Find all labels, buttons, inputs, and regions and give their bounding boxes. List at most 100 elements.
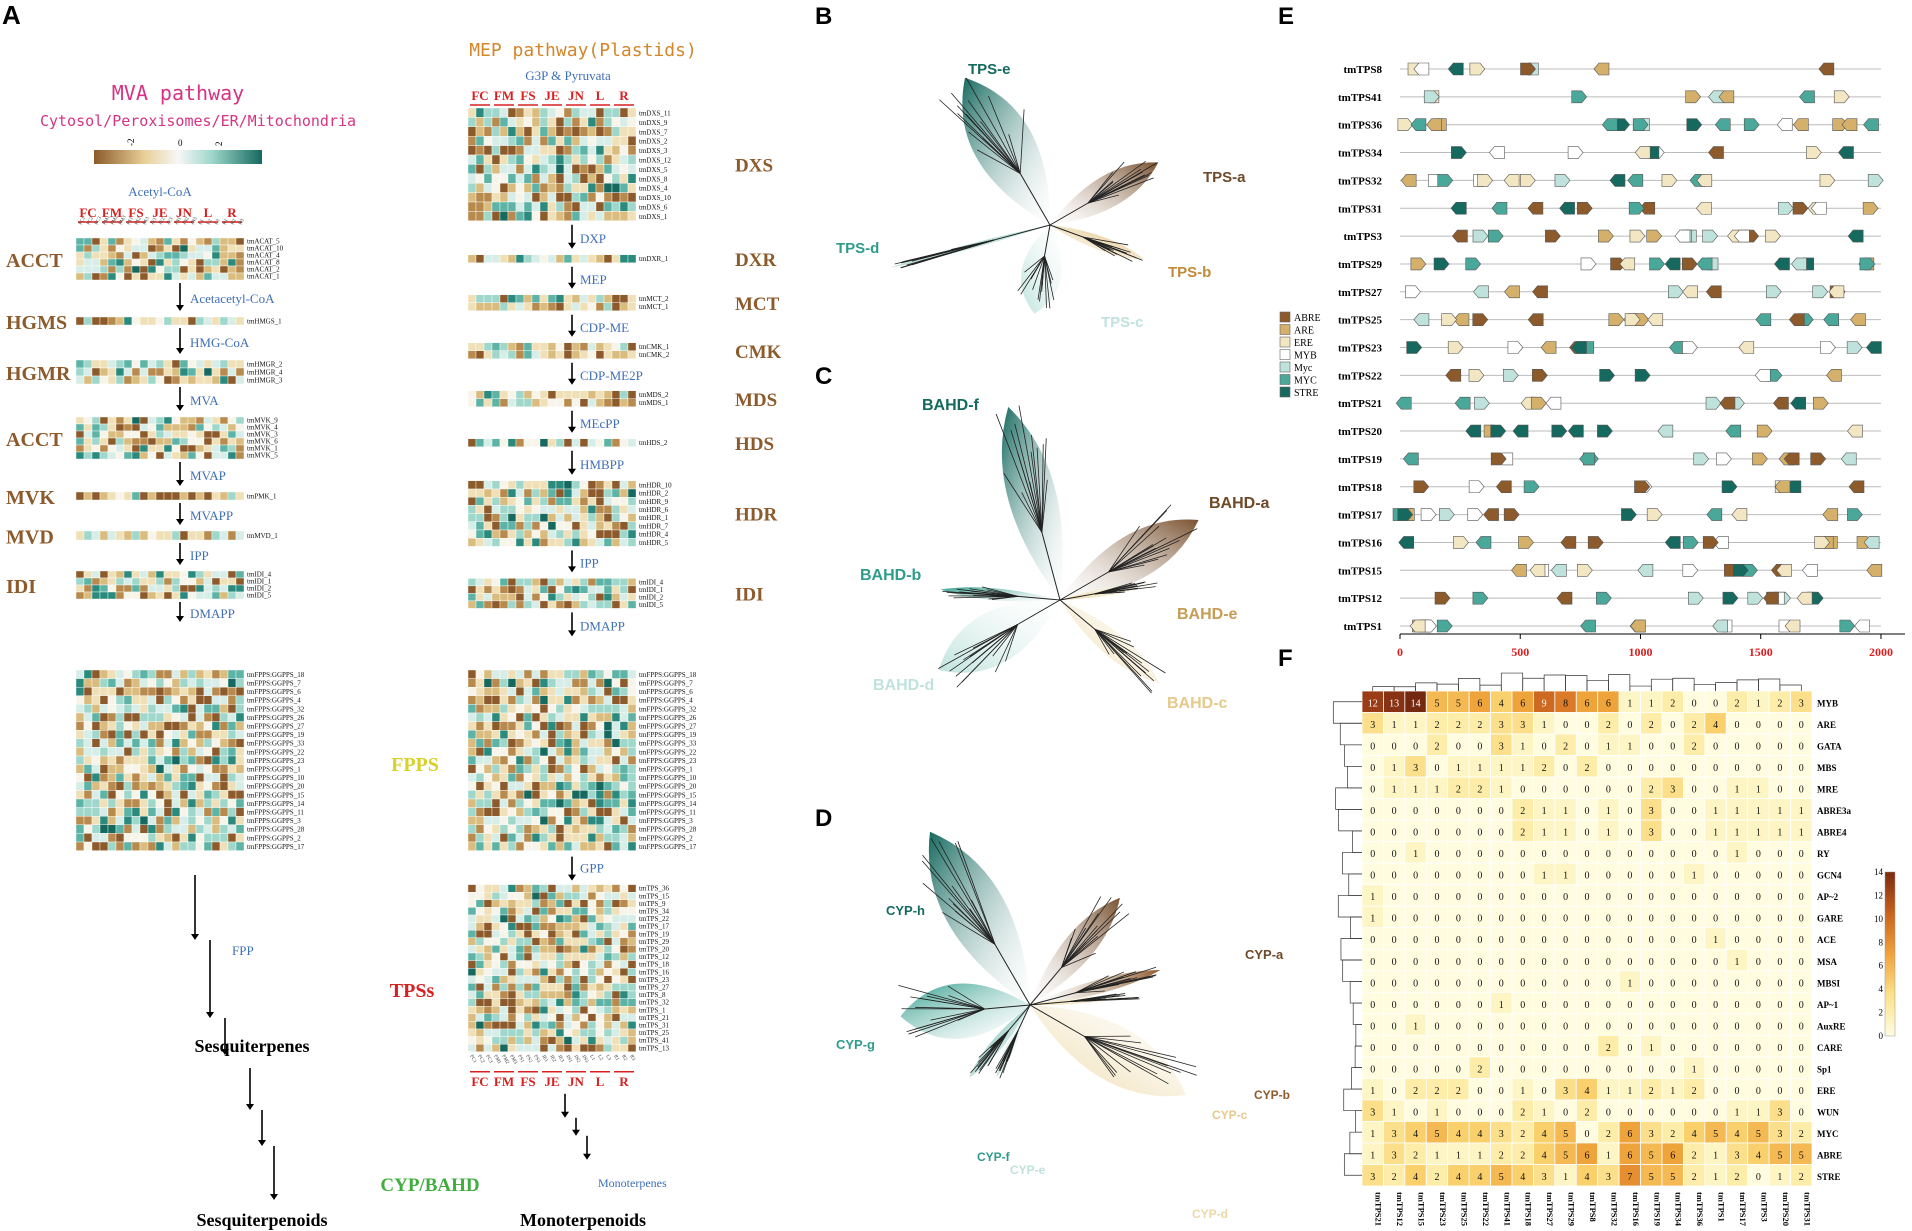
heatmap-cell	[627, 350, 637, 359]
heatmap-cell	[515, 154, 525, 165]
heatmap-cell	[115, 591, 125, 600]
heatmap-cell	[547, 833, 557, 843]
heatmap-cell	[155, 807, 165, 817]
heatmap-cell	[115, 790, 125, 800]
heatmap-cell	[91, 764, 101, 774]
gene-label: tmIDI_1	[247, 578, 272, 586]
heatmap-cell	[563, 1021, 573, 1030]
heatmap-cell	[547, 952, 557, 961]
heatmap-cell	[555, 192, 565, 203]
heatmap-cell	[523, 578, 533, 587]
heatmap-cell	[203, 738, 213, 748]
heatmap-cell	[539, 126, 549, 137]
heatmap-value: 1	[1799, 828, 1804, 839]
heatmap-value: 5	[1799, 1150, 1804, 1161]
heatmap-cell	[547, 790, 557, 800]
heatmap-cell	[515, 192, 525, 203]
heatmap-cell	[507, 816, 517, 826]
cis-element-marker	[1661, 174, 1678, 187]
heatmap-cell	[467, 990, 477, 999]
heatmap-cell	[579, 807, 589, 817]
heatmap-cell	[515, 990, 525, 999]
heatmap-cell	[83, 773, 93, 783]
heatmap-cell	[475, 704, 485, 714]
gene-label: tmFPPS:GGPPS_6	[639, 688, 693, 696]
heatmap-cell	[507, 126, 517, 137]
heatmap-cell	[91, 712, 101, 722]
heatmap-cell	[507, 781, 517, 791]
heatmap-cell	[499, 960, 509, 969]
heatmap-value: 0	[1777, 1086, 1782, 1097]
heatmap-cell	[83, 790, 93, 800]
heatmap-cell	[467, 1028, 477, 1037]
heatmap-cell	[611, 669, 621, 679]
heatmap-cell	[99, 721, 109, 731]
heatmap-cell	[139, 367, 149, 377]
heatmap-cell	[499, 899, 509, 908]
enzyme-label: HGMR	[6, 363, 71, 385]
tree-branch	[1029, 992, 1076, 1006]
sample-label: JE2	[158, 217, 166, 226]
heatmap-cell	[75, 491, 85, 501]
gene-label: tmFPPS:GGPPS_14	[639, 800, 697, 808]
heatmap-cell	[595, 952, 605, 961]
heatmap-cell	[563, 669, 573, 679]
heatmap-cell	[579, 914, 589, 923]
heatmap-cell	[595, 350, 605, 359]
promoter-row: tmTPS25	[1338, 313, 1881, 327]
heatmap-value: 2	[1477, 785, 1482, 796]
heatmap-cell	[507, 107, 517, 118]
heatmap-cell	[483, 730, 493, 740]
heatmap-cell	[147, 251, 157, 260]
heatmap-cell	[563, 764, 573, 774]
heatmap-cell	[187, 444, 197, 453]
heatmap-cell	[547, 687, 557, 697]
sample-label: FM3	[118, 215, 127, 226]
heatmap-cell	[91, 584, 101, 593]
heatmap-cell	[619, 704, 629, 714]
heatmap-cell	[131, 721, 141, 731]
heatmap-cell	[603, 1021, 613, 1030]
heatmap-value: 0	[1456, 1043, 1461, 1054]
heatmap-cell	[91, 423, 101, 432]
heatmap-cell	[91, 704, 101, 714]
heatmap-cell	[155, 781, 165, 791]
heatmap-cell	[603, 807, 613, 817]
heatmap-cell	[523, 135, 533, 146]
heatmap-cell	[131, 695, 141, 705]
heatmap-value: 0	[1585, 914, 1590, 925]
heatmap-cell	[483, 107, 493, 118]
heatmap-cell	[555, 884, 565, 893]
heatmap-value: 2	[1777, 698, 1782, 709]
promoter-gene-label: tmTPS22	[1338, 370, 1383, 382]
heatmap-cell	[475, 695, 485, 705]
heatmap-cell	[547, 294, 557, 303]
heatmap-cell	[627, 578, 637, 587]
heatmap-legend-tick: 8	[1879, 937, 1884, 947]
heatmap-cell	[587, 135, 597, 146]
gene-label: tmFPPS:GGPPS_28	[639, 826, 697, 834]
heatmap-cell	[75, 738, 85, 748]
heatmap-cell	[571, 529, 581, 539]
heatmap-cell	[131, 272, 141, 281]
tree-branch	[1108, 525, 1140, 573]
heatmap-cell	[603, 960, 613, 969]
heatmap-cell	[547, 1013, 557, 1022]
heatmap-cell	[603, 790, 613, 800]
heatmap-cell	[595, 182, 605, 193]
heatmap-value: 2	[1585, 763, 1590, 774]
heatmap-cell	[523, 712, 533, 722]
tissue-group-label: FC	[79, 205, 96, 220]
pathway-arrow-head	[258, 1140, 266, 1146]
heatmap-cell	[587, 154, 597, 165]
tree-branch	[954, 842, 996, 945]
heatmap-cell	[515, 126, 525, 137]
sample-label: JE1	[150, 217, 158, 226]
promoter-gene-label: tmTPS1	[1344, 621, 1383, 633]
heatmap-cell	[195, 423, 205, 432]
cis-element-marker	[1398, 536, 1415, 549]
promoter-gene-label: tmTPS8	[1344, 64, 1383, 76]
heatmap-cell	[539, 578, 549, 587]
heatmap-cell	[571, 488, 581, 498]
